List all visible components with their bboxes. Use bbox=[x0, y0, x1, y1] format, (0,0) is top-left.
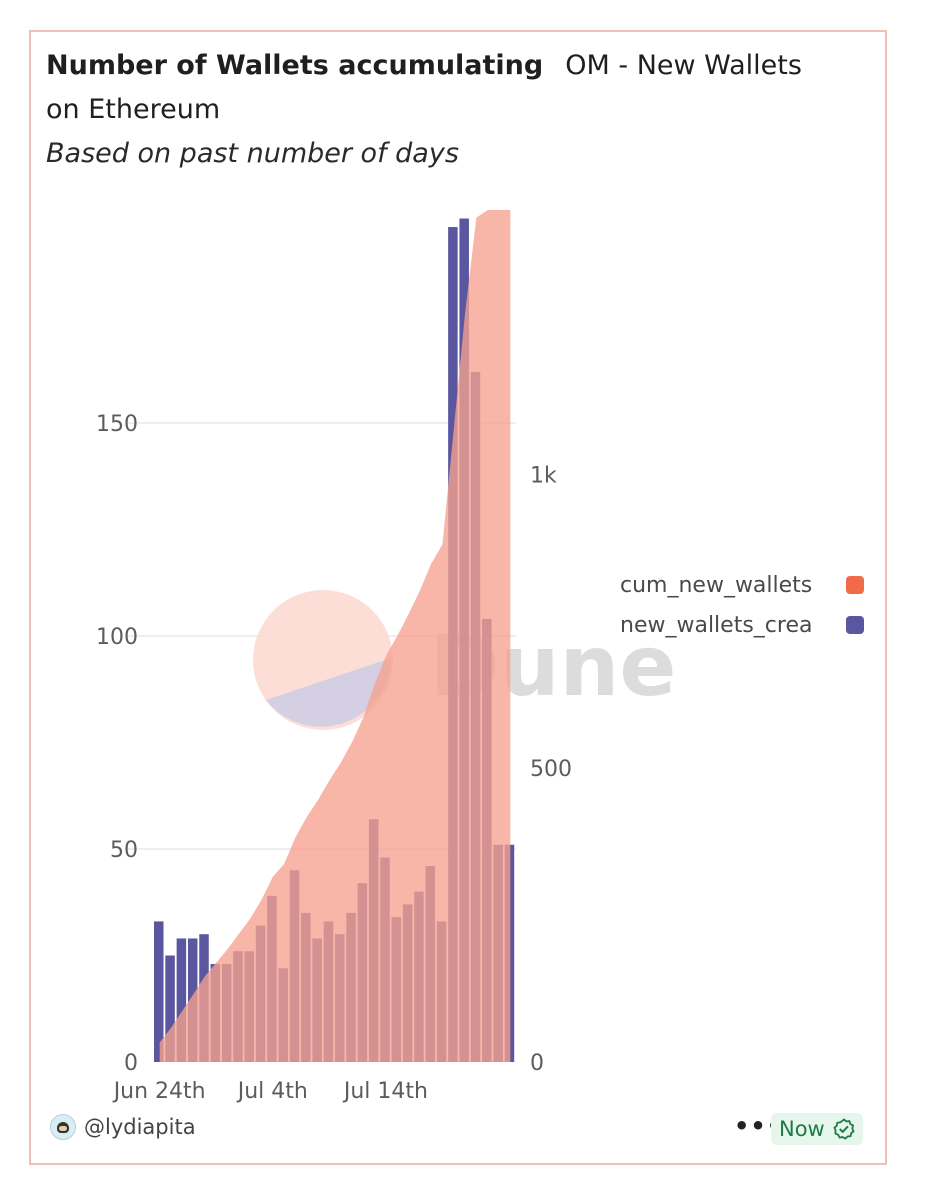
x-axis-ticks: Jun 24th Jul 4th Jul 14th bbox=[112, 1079, 428, 1104]
x-tick-label-1: Jul 4th bbox=[236, 1079, 308, 1104]
legend-item-new[interactable]: new_wallets_crea bbox=[620, 605, 866, 645]
right-axis-ticks: 0 500 1k bbox=[530, 463, 572, 1076]
x-tick-label-0: Jun 24th bbox=[112, 1079, 206, 1104]
author[interactable]: @lydiapita bbox=[50, 1114, 196, 1140]
left-tick-label-1: 50 bbox=[110, 838, 138, 863]
x-tick-label-2: Jul 14th bbox=[342, 1079, 428, 1104]
refresh-status-badge[interactable]: Now bbox=[771, 1113, 863, 1145]
chart-legend: cum_new_wallets new_wallets_crea bbox=[620, 565, 866, 645]
chart-title: Number of Wallets accumulating bbox=[46, 50, 544, 81]
legend-swatch-new bbox=[846, 616, 864, 634]
legend-label-new: new_wallets_crea bbox=[620, 612, 813, 638]
legend-label-cum: cum_new_wallets bbox=[620, 572, 813, 598]
right-tick-label-1: 500 bbox=[530, 757, 572, 782]
chart-header: Number of Wallets accumulating OM - New W… bbox=[46, 44, 826, 132]
bar-1[interactable] bbox=[165, 955, 175, 1063]
watermark-pie-slice bbox=[266, 658, 391, 727]
right-tick-label-0: 0 bbox=[530, 1051, 544, 1076]
left-tick-label-2: 100 bbox=[96, 625, 138, 650]
check-badge-icon bbox=[833, 1118, 855, 1140]
left-tick-label-3: 150 bbox=[96, 412, 138, 437]
status-label: Now bbox=[779, 1117, 825, 1141]
left-tick-label-0: 0 bbox=[124, 1051, 138, 1076]
legend-item-cum[interactable]: cum_new_wallets bbox=[620, 565, 866, 605]
author-username: @lydiapita bbox=[84, 1115, 196, 1139]
bar-0[interactable] bbox=[154, 921, 164, 1062]
left-axis-ticks: 0 50 100 150 bbox=[96, 412, 138, 1076]
cum-area bbox=[159, 210, 511, 1062]
query-name[interactable]: OM - New Wallets on Ethereum bbox=[46, 50, 802, 125]
bar-2[interactable] bbox=[176, 938, 187, 1062]
avatar bbox=[50, 1114, 76, 1140]
right-tick-label-2: 1k bbox=[530, 463, 557, 488]
legend-swatch-cum bbox=[846, 576, 864, 594]
chart-subtitle: Based on past number of days bbox=[46, 138, 459, 169]
